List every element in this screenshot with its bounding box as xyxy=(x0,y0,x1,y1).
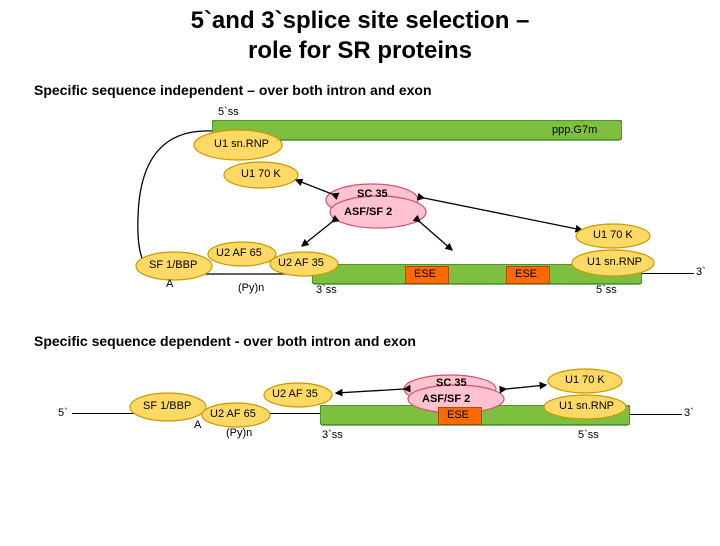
asfsf2-2-label: ASF/SF 2 xyxy=(422,393,470,405)
five-ss-upper: 5`ss xyxy=(218,106,239,118)
three-ss-1: 3`ss xyxy=(316,284,337,296)
u170k-2-label: U1 70 K xyxy=(565,374,605,386)
five-ss-lower-right: 5`ss xyxy=(596,284,617,296)
sf1bbp-2-label: SF 1/BBP xyxy=(143,400,191,412)
sf1bbp-1-label: SF 1/BBP xyxy=(149,259,197,271)
u2af35-1-label: U2 AF 35 xyxy=(278,257,324,269)
ese-1b-label: ESE xyxy=(515,268,537,280)
asfsf2-upper: ASF/SF 2 xyxy=(344,206,392,218)
ese-2-label: ESE xyxy=(447,409,469,421)
page-title: 5`and 3`splice site selection – role for… xyxy=(0,6,720,66)
ese-1a-label: ESE xyxy=(414,268,436,280)
three-tick-1: 3` xyxy=(696,266,706,278)
sc35-upper: SC 35 xyxy=(357,188,388,200)
diagram-2: 5` SF 1/BBP A U2 AF 65 (Py)n U2 AF 35 3`… xyxy=(0,349,720,479)
u2af65-1-label: U2 AF 65 xyxy=(216,247,262,259)
three-ss-2: 3`ss xyxy=(322,429,343,441)
u2af65-2-label: U2 AF 65 xyxy=(210,408,256,420)
u1snrnp-2-label: U1 sn.RNP xyxy=(559,400,614,412)
sc35-2-label: SC 35 xyxy=(436,377,467,389)
section1-heading: Specific sequence independent – over bot… xyxy=(34,82,720,98)
A-1: A xyxy=(166,278,173,290)
u170k-upper-label: U1 70 K xyxy=(241,168,281,180)
title-line2: role for SR proteins xyxy=(248,37,472,64)
diagram-1: 5`ss ppp.G7m U1 sn.RNP U1 70 K SC 35 ASF… xyxy=(0,98,720,313)
intron-line-right-2 xyxy=(630,414,682,415)
u1snrnp-right-label: U1 sn.RNP xyxy=(587,256,642,268)
five-ss-2: 5`ss xyxy=(578,429,599,441)
section2-heading: Specific sequence dependent - over both … xyxy=(34,333,720,349)
pyn-2: (Py)n xyxy=(226,427,252,439)
u1snrnp-upper-label: U1 sn.RNP xyxy=(214,138,269,150)
u170k-right-label: U1 70 K xyxy=(593,229,633,241)
pppG7m: ppp.G7m xyxy=(552,124,597,136)
three-tick-2: 3` xyxy=(684,407,694,419)
five-tick-2: 5` xyxy=(58,407,68,419)
u2af35-2-label: U2 AF 35 xyxy=(272,388,318,400)
pyn-1: (Py)n xyxy=(238,282,264,294)
title-line1: 5`and 3`splice site selection – xyxy=(191,7,530,34)
